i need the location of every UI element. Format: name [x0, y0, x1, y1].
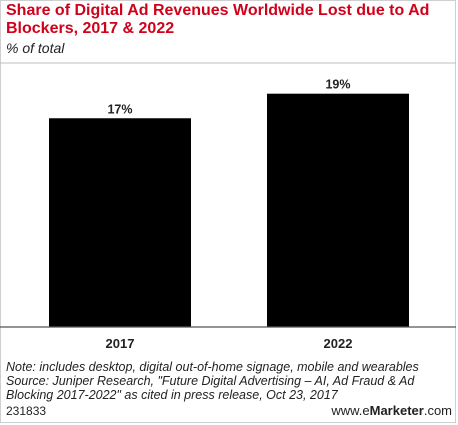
- x-tick-label-2017: 2017: [106, 336, 135, 351]
- brand-suffix: .com: [423, 403, 452, 418]
- x-tick-labels: 2017 2022: [106, 336, 353, 351]
- bar-2017: [49, 118, 191, 327]
- chart-id: 231833: [6, 404, 47, 418]
- chart-notes: Note: includes desktop, digital out-of-h…: [6, 360, 456, 402]
- bars-group: 17% 19%: [49, 78, 409, 327]
- bar-2022: [267, 93, 409, 327]
- chart-subtitle: % of total: [6, 40, 65, 56]
- brand-prefix: www.: [331, 403, 363, 418]
- x-tick-label-2022: 2022: [324, 336, 353, 351]
- brand-name: Marketer: [369, 403, 424, 418]
- source-text-line-2: Blocking 2017-2022" as cited in press re…: [6, 388, 338, 402]
- data-label-2017: 17%: [107, 102, 132, 116]
- note-text: Note: includes desktop, digital out-of-h…: [6, 360, 419, 374]
- source-text-line-1: Source: Juniper Research, "Future Digita…: [6, 374, 415, 388]
- data-label-2022: 19%: [325, 78, 350, 92]
- emarketer-logo[interactable]: www.eMarketer.com: [331, 403, 452, 418]
- chart-title: Share of Digital Ad Revenues Worldwide L…: [6, 2, 430, 37]
- brand-symbol: e: [362, 403, 370, 418]
